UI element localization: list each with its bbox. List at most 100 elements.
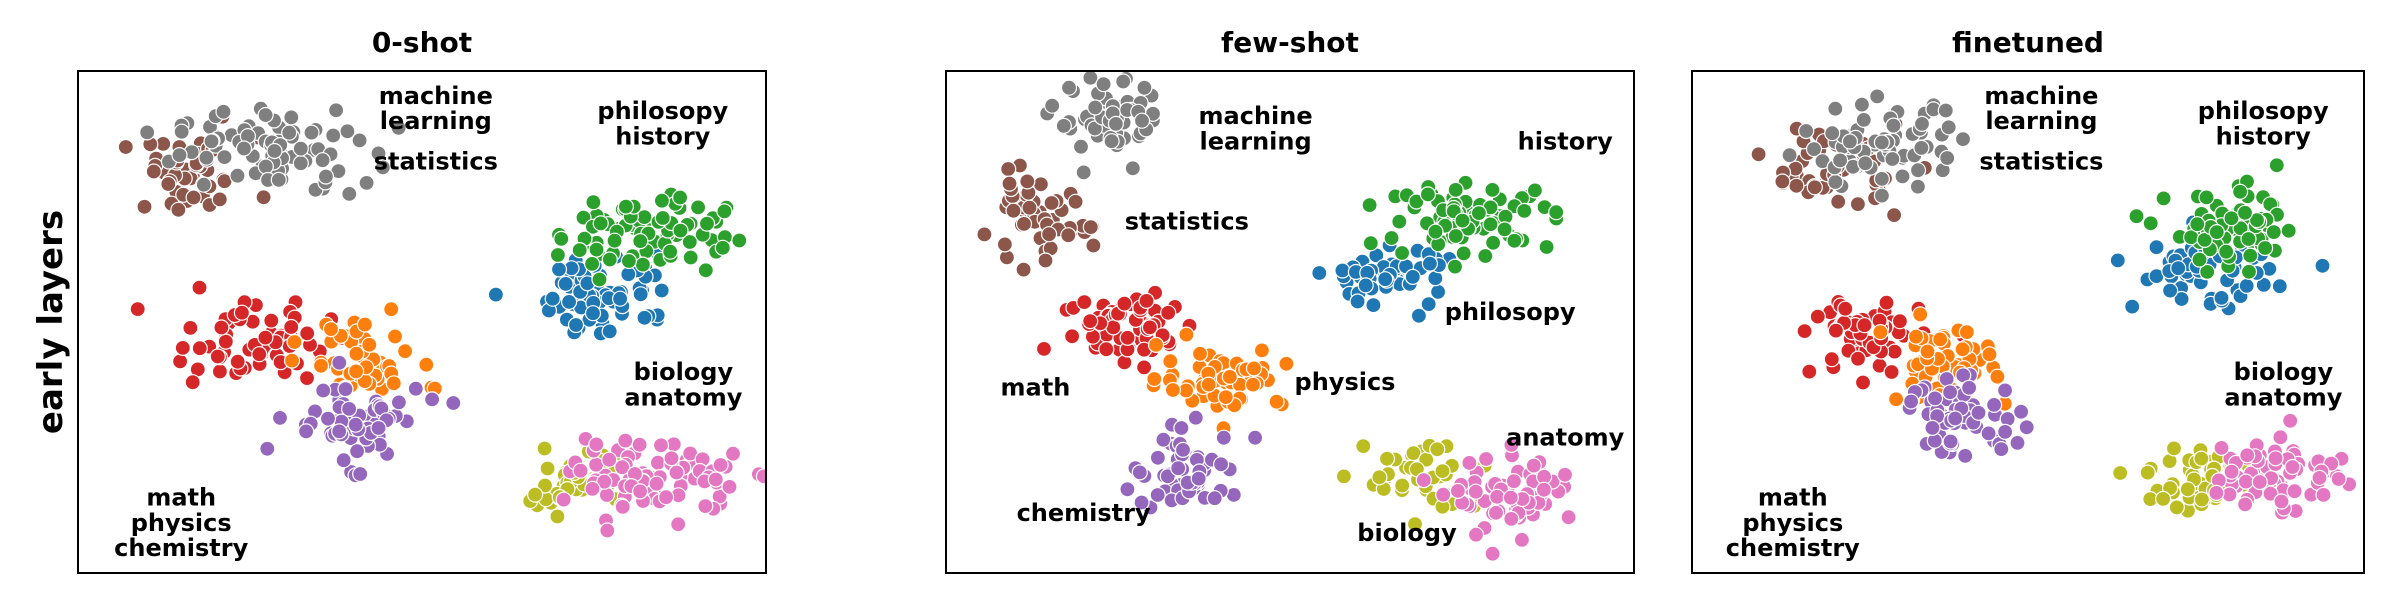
point [2248,212,2266,229]
cluster-label: physics [1742,509,1843,537]
point [217,333,234,350]
point [171,147,188,164]
point [216,149,233,166]
point [2173,290,2190,308]
point [139,124,156,141]
point [549,246,567,264]
point [1415,472,1432,489]
cluster-label: biology [1357,519,1457,547]
plot-frame [77,70,767,574]
point [1957,447,1974,464]
point [714,239,731,256]
point [2109,252,2126,269]
cluster-label: anatomy [2224,383,2342,411]
point [170,201,187,218]
point [1075,164,1092,181]
point [1503,436,1520,453]
point [1001,175,1018,192]
point [136,198,153,215]
point [652,437,670,454]
point [1796,323,1813,340]
point [1857,155,1874,172]
point [1410,307,1428,324]
point [1806,179,1823,196]
point [303,124,320,141]
point [292,140,309,157]
point [1873,134,1891,151]
point [1200,376,1217,393]
point [1162,353,1179,370]
point [1447,227,1464,245]
point [211,363,228,380]
point [631,436,648,453]
point [1477,247,1494,265]
point [337,381,354,398]
point [544,290,561,307]
cluster-label: chemistry [114,534,248,562]
point [1941,384,1959,401]
point [1044,97,1061,114]
point [299,325,316,342]
plot-frame [945,70,1635,574]
scatter-points [117,100,766,539]
point [1191,345,1209,362]
cluster-label: math [1001,373,1071,401]
point [2315,486,2332,503]
point [550,261,568,278]
cluster-anatomy [555,430,766,539]
point [1015,261,1032,278]
point [1823,351,1840,368]
point [1831,152,1849,169]
point [721,478,738,495]
point [2282,412,2299,429]
point [2262,485,2279,502]
point [445,394,462,412]
cluster-label: statistics [374,147,498,175]
point [1043,194,1060,212]
point [1467,526,1485,543]
point [653,192,671,209]
point [1000,160,1017,178]
point [2128,208,2145,225]
point [657,489,675,506]
point [663,450,680,467]
point [1854,374,1872,391]
point [1781,147,1798,164]
point [617,198,635,215]
point [195,176,212,193]
point [390,394,407,411]
point [1160,304,1177,321]
point [716,203,733,220]
point [1887,391,1905,408]
point [598,486,616,504]
panel-title: finetuned [1952,26,2104,59]
point [1942,433,1959,450]
point [1939,149,1956,167]
point [2232,183,2249,200]
point [390,119,407,137]
point [266,142,283,160]
point [1021,199,1038,216]
point [1087,99,1104,116]
point [1886,343,1903,360]
point [2240,230,2257,248]
point [2208,484,2225,501]
point [1170,460,1187,477]
point [1484,234,1502,251]
point [2238,277,2255,294]
point [2148,239,2165,256]
point [2179,481,2196,498]
cluster-label: philosopy [2198,97,2329,125]
point [283,352,301,369]
point [1406,515,1424,533]
point [2009,434,2026,451]
point [1872,324,1889,341]
point [549,508,566,525]
point [347,416,364,433]
point [1487,504,1505,521]
point [298,370,316,387]
point [117,138,134,156]
point [1884,150,1901,168]
